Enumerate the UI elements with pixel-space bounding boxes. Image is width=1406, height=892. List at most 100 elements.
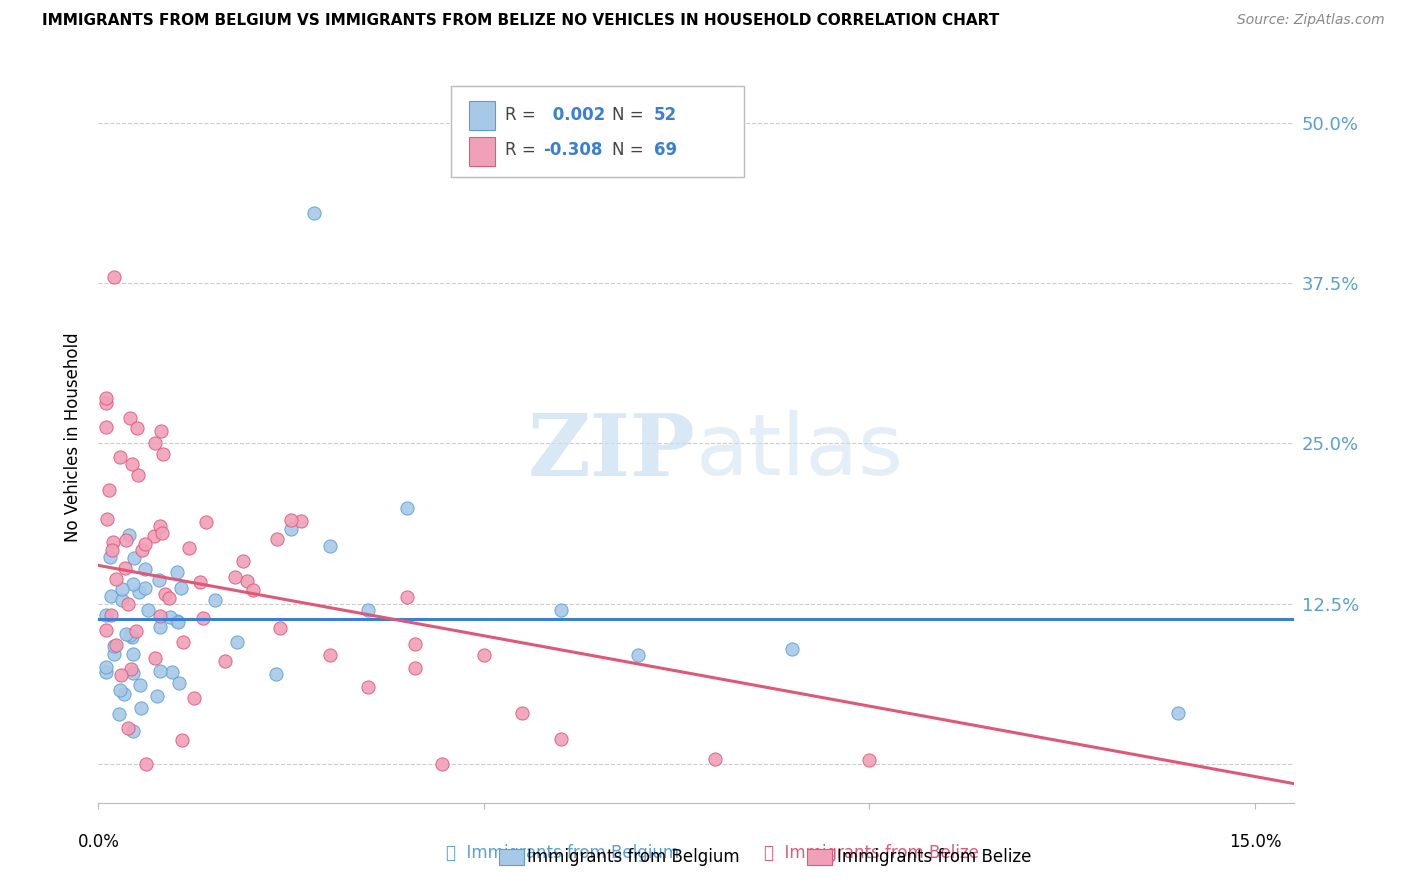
Point	[290, 515, 312, 529]
Point	[121, 647, 143, 661]
Point	[94, 392, 117, 406]
Point	[120, 411, 142, 425]
Point	[152, 526, 174, 541]
Point	[395, 591, 418, 605]
Point	[101, 535, 124, 549]
Point	[96, 511, 118, 525]
Point	[357, 681, 380, 695]
Point	[134, 562, 156, 576]
FancyBboxPatch shape	[451, 86, 744, 178]
Point	[100, 589, 122, 603]
Point	[118, 528, 141, 542]
Point	[149, 608, 172, 623]
Point	[188, 575, 211, 590]
Point	[134, 581, 156, 595]
Point	[280, 522, 302, 536]
Point	[242, 582, 264, 597]
Point	[121, 457, 143, 471]
Point	[117, 598, 139, 612]
Text: ⬜  Immigrants from Belgium: ⬜ Immigrants from Belgium	[446, 844, 679, 862]
Point	[122, 666, 145, 681]
Point	[357, 603, 380, 617]
Point	[98, 483, 121, 497]
Point	[148, 573, 170, 587]
Point	[127, 467, 149, 482]
Point	[405, 637, 427, 651]
Point	[134, 537, 156, 551]
Point	[108, 682, 131, 697]
Point	[101, 542, 124, 557]
Point	[183, 691, 205, 706]
Point	[127, 421, 149, 435]
FancyBboxPatch shape	[470, 101, 495, 130]
Point	[128, 585, 150, 599]
Point	[159, 610, 181, 624]
Point	[131, 543, 153, 558]
Text: IMMIGRANTS FROM BELGIUM VS IMMIGRANTS FROM BELIZE NO VEHICLES IN HOUSEHOLD CORRE: IMMIGRANTS FROM BELGIUM VS IMMIGRANTS FR…	[42, 13, 1000, 29]
Y-axis label: No Vehicles in Household: No Vehicles in Household	[65, 332, 83, 542]
Point	[858, 754, 880, 768]
Point	[152, 447, 174, 461]
Point	[111, 592, 134, 607]
Point	[430, 757, 453, 772]
Point	[112, 687, 135, 701]
Point	[280, 514, 302, 528]
Point	[98, 550, 121, 565]
Point	[94, 419, 117, 434]
Point	[94, 396, 117, 410]
Point	[195, 515, 218, 529]
Point	[135, 757, 157, 772]
Text: ⬜  Immigrants from Belize: ⬜ Immigrants from Belize	[765, 844, 979, 862]
Point	[704, 752, 727, 766]
Point	[166, 614, 188, 628]
Point	[236, 574, 259, 589]
Text: R =: R =	[505, 141, 541, 160]
Text: Source: ZipAtlas.com: Source: ZipAtlas.com	[1237, 13, 1385, 28]
Point	[105, 573, 128, 587]
Point	[120, 662, 142, 676]
Point	[94, 624, 117, 638]
Point	[122, 550, 145, 565]
Point	[142, 529, 165, 543]
Point	[512, 706, 534, 720]
Point	[114, 560, 136, 574]
Point	[94, 607, 117, 622]
Point	[94, 660, 117, 674]
Text: ZIP: ZIP	[529, 409, 696, 493]
Text: N =: N =	[613, 105, 650, 123]
Point	[108, 450, 131, 465]
Text: 0.0%: 0.0%	[77, 833, 120, 851]
Point	[149, 519, 172, 533]
Point	[115, 627, 138, 641]
Point	[170, 581, 193, 595]
Point	[117, 721, 139, 735]
Point	[167, 675, 190, 690]
Point	[145, 689, 167, 703]
Text: 69: 69	[654, 141, 678, 160]
Point	[149, 424, 172, 438]
Text: R =: R =	[505, 105, 541, 123]
Text: Immigrants from Belize: Immigrants from Belize	[837, 848, 1031, 866]
Point	[266, 666, 288, 681]
Point	[103, 647, 125, 661]
Point	[125, 624, 148, 638]
Point	[143, 435, 166, 450]
Point	[110, 668, 132, 682]
Point	[550, 731, 572, 746]
Point	[149, 664, 172, 678]
Text: -0.308: -0.308	[543, 141, 602, 160]
Point	[1167, 706, 1189, 720]
Point	[105, 638, 128, 652]
Point	[114, 533, 136, 547]
Point	[121, 630, 143, 644]
Point	[166, 566, 188, 580]
Point	[167, 615, 190, 629]
Point	[103, 640, 125, 654]
Point	[149, 620, 172, 634]
Point	[160, 665, 183, 680]
Point	[214, 654, 236, 668]
Point	[121, 724, 143, 739]
Point	[94, 665, 117, 679]
Text: 52: 52	[654, 105, 678, 123]
Point	[100, 607, 122, 622]
